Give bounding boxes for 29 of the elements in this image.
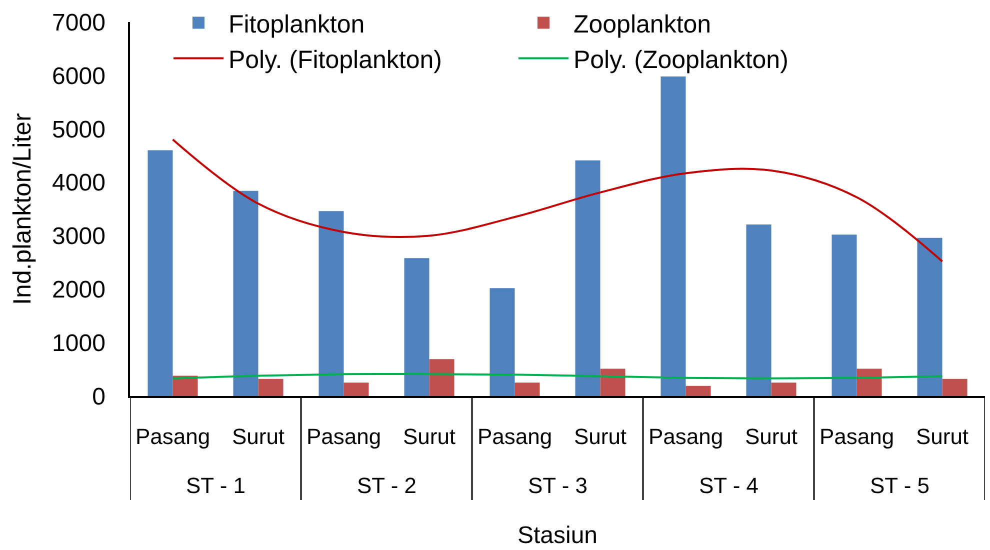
x-tick-label: Surut [574, 424, 627, 450]
text: ST - 5 [870, 473, 930, 498]
legend-label: Fitoplankton [228, 10, 365, 38]
x-tick-label: Pasang [306, 424, 382, 450]
y-tick-label: 1000 [52, 330, 106, 357]
y-tick-label: 3000 [52, 223, 106, 250]
x-tick-label: Pasang [477, 424, 552, 450]
x-tick-label: Pasang [648, 424, 724, 450]
y-tick-label: 6000 [52, 62, 106, 90]
legend-label: Poly. (Zooplankton) [573, 46, 788, 74]
x-tick-label: Surut [744, 424, 798, 450]
text: ST - 2 [357, 473, 417, 498]
y-axis-title: Ind.plankton/Liter [8, 113, 36, 305]
legend-label: Poly. (Fitoplankton) [228, 46, 442, 74]
x-axis-title: Stasiun [517, 522, 598, 549]
text: ST - 3 [528, 473, 588, 498]
y-tick-label: 2000 [52, 276, 106, 304]
y-tick-label: 5000 [52, 116, 106, 144]
x-tick-label: Surut [916, 424, 969, 450]
y-tick-label: 4000 [52, 170, 106, 197]
y-tick-label: 7000 [52, 9, 106, 36]
x-tick-label: Surut [232, 424, 285, 450]
text: ST - 4 [699, 473, 759, 498]
y-tick-label: 0 [92, 383, 106, 410]
x-tick-label: Pasang [135, 424, 210, 450]
text: ST - 1 [186, 473, 246, 498]
x-tick-label: Pasang [819, 424, 894, 450]
x-tick-label: Surut [402, 424, 456, 450]
legend-label: Zooplankton [573, 10, 712, 38]
